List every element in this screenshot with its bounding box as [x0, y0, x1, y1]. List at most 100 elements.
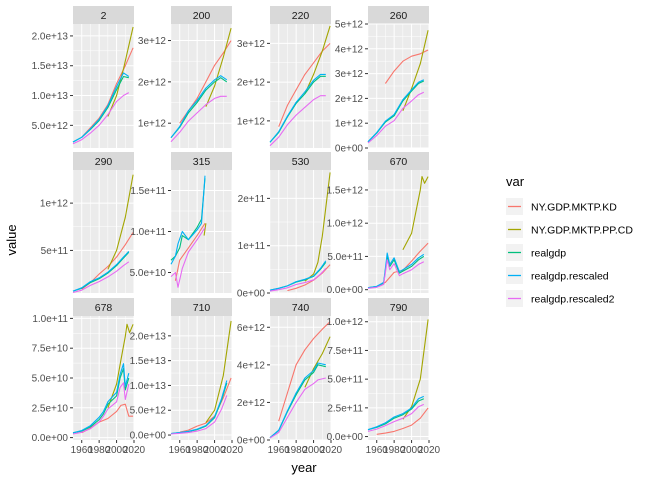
series-line-pp: [402, 176, 429, 251]
facet-strip: [270, 152, 331, 170]
y-tick-label: 0e+00: [335, 144, 364, 155]
series-line-rescaled2: [72, 382, 130, 435]
series-line-kd: [384, 49, 429, 84]
series-line-rescaled2: [72, 261, 130, 294]
y-tick-label: 2e+11: [238, 194, 266, 205]
series-line-rescaled2: [170, 95, 227, 143]
series-line-pp: [203, 223, 207, 236]
y-tick-label: 1.0e+11: [130, 227, 166, 238]
legend-label: realgdp: [531, 248, 566, 260]
facet-panel-530: 530 0e+00 1e+11 2e+11: [237, 152, 332, 300]
y-tick-label: 1.5e+13: [32, 61, 69, 72]
y-tick-label: 5.0e+10: [32, 374, 69, 385]
y-tick-label: 3e+12: [138, 36, 167, 47]
legend: var NY.GDP.MKTP.KD NY.GDP.MKTP.PP.CD realg…: [506, 174, 633, 307]
series-line-kd: [376, 407, 429, 435]
x-tick-label: 2020: [320, 445, 343, 456]
facet-strip: [270, 6, 331, 24]
series-line-pp: [304, 25, 331, 95]
panel-background: [270, 316, 331, 440]
series-line-rescaled2: [367, 91, 425, 144]
facet-strip-label: 2: [101, 10, 107, 22]
y-tick-label: 2e+12: [237, 398, 266, 409]
facet-panel-790: 790 0.0e+00 2.5e+11 5.0e+11 7.5e+11 1.0e+12 19…: [327, 298, 441, 456]
y-tick-label: 0.0e+00: [130, 431, 167, 442]
y-tick-label: 1.0e+13: [130, 381, 167, 392]
x-axis-title: year: [291, 460, 317, 475]
series-line-kd: [287, 264, 331, 292]
y-tick-label: 1.0e+13: [32, 91, 69, 102]
legend-item: realgdp: [506, 244, 566, 261]
y-tick-label: 5.0e+11: [327, 375, 363, 386]
y-tick-label: 2.0e+13: [130, 331, 167, 342]
x-tick-label: 2000: [105, 445, 128, 456]
series-line-rescaled2: [170, 227, 206, 288]
y-tick-label: 7.5e+10: [32, 344, 69, 355]
y-tick-label: 5.0e+12: [130, 406, 167, 417]
series-line-pp: [205, 320, 232, 423]
x-tick-label: 1960: [366, 445, 389, 456]
y-tick-label: 1e+12: [335, 119, 364, 130]
y-axis-title: value: [4, 224, 19, 255]
panel-background: [171, 24, 232, 148]
x-tick-label: 2000: [302, 445, 325, 456]
y-tick-label: 5.0e+11: [327, 252, 363, 263]
legend-item: realgdp.rescaled: [506, 267, 609, 284]
series-line-rescaled: [170, 380, 228, 435]
x-tick-label: 2020: [418, 445, 441, 456]
series-line-rescaled: [170, 175, 206, 265]
facet-strip-label: 790: [390, 302, 408, 314]
panels-layer: 2 5.0e+12 1.0e+13 1.5e+13 2.0e+13 200 1e+12 2e+…: [32, 6, 441, 456]
series-line-kd: [174, 223, 206, 281]
panel-background: [73, 170, 134, 293]
series-line-rescaled: [367, 252, 425, 289]
series-line-rescaled2: [367, 403, 425, 432]
series-line-pp: [304, 336, 331, 388]
legend-item: NY.GDP.MKTP.PP.CD: [506, 221, 633, 238]
series-line-rescaled: [72, 363, 130, 434]
x-tick-label: 1960: [268, 445, 291, 456]
series-line-rescaled: [367, 395, 425, 431]
legend-label: NY.GDP.MKTP.KD: [531, 202, 617, 214]
facet-panel-200: 200 1e+12 2e+12 3e+12: [138, 6, 233, 148]
facet-strip: [171, 6, 232, 24]
series-line-rescaled2: [269, 377, 326, 439]
y-tick-label: 2e+12: [138, 77, 167, 88]
series-line-pp: [107, 323, 134, 408]
y-tick-label: 2.0e+13: [32, 31, 69, 42]
y-tick-label: 4e+12: [237, 360, 266, 371]
series-line-rescaled: [367, 79, 425, 143]
series-line-pp: [402, 319, 429, 420]
facet-strip-label: 710: [193, 302, 211, 314]
facet-strip-label: 220: [292, 10, 310, 22]
facet-panel-260: 260 0e+00 1e+12 2e+12 3e+12 4e+12 5e+12: [335, 6, 430, 155]
x-tick-label: 2000: [400, 445, 423, 456]
series-line-rescaled2: [269, 95, 326, 147]
series-line-kd: [179, 377, 232, 433]
facet-strip-label: 670: [390, 156, 408, 168]
facet-strip: [73, 152, 134, 170]
y-tick-label: 0e+00: [237, 289, 266, 300]
y-tick-label: 5e+12: [335, 20, 364, 31]
facet-strip: [73, 6, 134, 24]
x-tick-label: 1960: [71, 445, 94, 456]
series-line-rescaled: [269, 260, 327, 291]
series-line-kd: [376, 242, 429, 287]
panel-background: [270, 24, 331, 148]
facet-strip: [171, 298, 232, 316]
y-tick-label: 1.0e+12: [327, 317, 364, 328]
x-tick-label: 1980: [383, 445, 406, 456]
facet-strip: [171, 152, 232, 170]
y-tick-label: 7.5e+11: [327, 346, 363, 357]
legend-title: var: [506, 174, 525, 189]
y-tick-label: 0e+00: [237, 436, 266, 447]
series-line-pp: [107, 174, 134, 270]
series-line-rescaled: [72, 251, 130, 292]
panel-background: [270, 170, 331, 293]
y-tick-label: 1e+11: [238, 241, 266, 252]
y-tick-label: 5.0e+10: [130, 268, 167, 279]
facet-strip-label: 530: [292, 156, 310, 168]
facet-strip-label: 260: [390, 10, 408, 22]
y-tick-label: 1.5e+12: [327, 185, 364, 196]
